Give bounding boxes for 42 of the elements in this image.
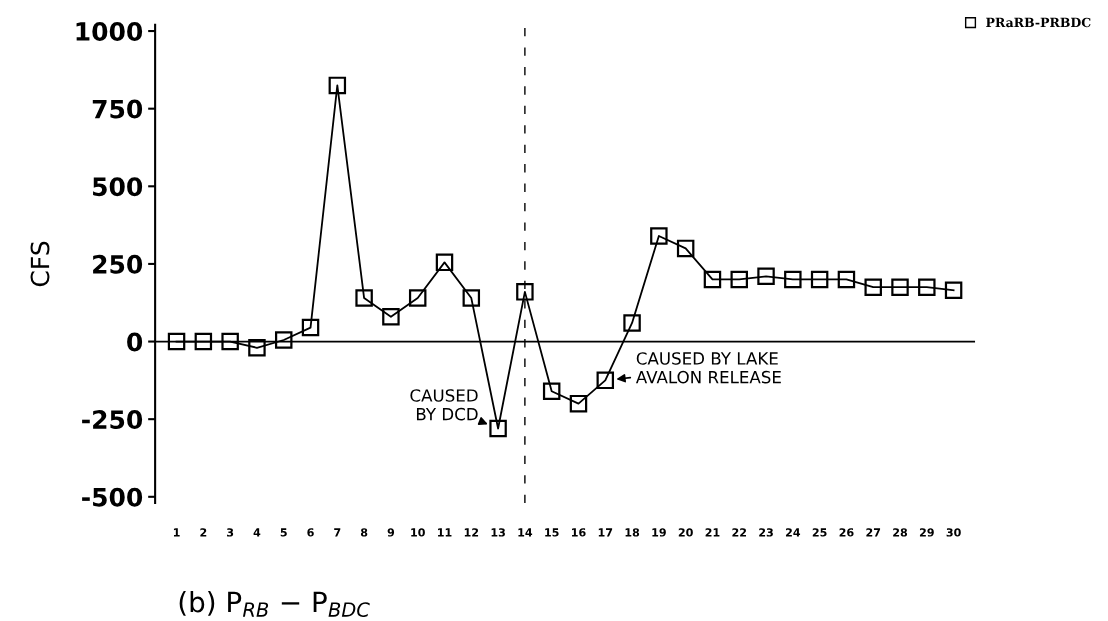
- x-tick-label: 29: [919, 528, 934, 537]
- x-tick-label: 4: [253, 528, 261, 537]
- x-tick-label: 17: [598, 528, 613, 537]
- x-tick-label: 30: [946, 528, 961, 537]
- x-tick-label: 2: [200, 528, 207, 537]
- annotation: CAUSED BY DCD: [410, 389, 478, 421]
- x-tick-label: 13: [491, 528, 505, 537]
- y-tick-label: 0: [127, 332, 143, 352]
- x-tick-label: 8: [360, 528, 368, 537]
- legend-label: PRaRB-PRBDC: [986, 17, 1091, 28]
- x-tick-label: 23: [759, 528, 773, 537]
- x-tick-label: 28: [893, 528, 908, 537]
- y-axis-title: CFS: [30, 241, 50, 287]
- x-tick-label: 3: [227, 528, 234, 537]
- x-tick-label: 5: [280, 528, 287, 537]
- x-tick-label: 12: [464, 528, 479, 537]
- x-tick-label: 18: [625, 528, 640, 537]
- y-tick-label: -500: [82, 487, 143, 507]
- y-tick-label: 500: [93, 177, 143, 197]
- x-tick-label: 7: [334, 528, 341, 537]
- x-tick-label: 20: [678, 528, 693, 537]
- text: (b) P$_{RB}$ − P$_{BDC}$: [179, 591, 370, 617]
- x-tick-label: 19: [652, 528, 666, 537]
- x-tick-label: 26: [839, 528, 854, 537]
- x-tick-label: 24: [785, 528, 801, 537]
- x-tick-label: 11: [438, 528, 452, 537]
- x-tick-label: 10: [411, 528, 425, 537]
- annotation: CAUSED BY LAKE AVALON RELEASE: [635, 352, 781, 384]
- x-tick-label: 6: [307, 528, 314, 537]
- x-tick-label: 25: [812, 528, 827, 537]
- y-tick-label: 750: [92, 99, 143, 119]
- y-tick-label: -250: [82, 410, 143, 430]
- y-tick-label: 1000: [76, 21, 143, 41]
- x-tick-label: 15: [545, 528, 559, 537]
- x-tick-label: 1: [173, 528, 180, 537]
- x-tick-label: 9: [387, 528, 395, 537]
- x-tick-label: 27: [866, 528, 881, 537]
- x-tick-label: 14: [518, 528, 533, 537]
- x-tick-label: 21: [705, 528, 720, 537]
- y-tick-label: 250: [93, 254, 143, 274]
- x-tick-label: 22: [732, 528, 747, 537]
- x-tick-label: 16: [572, 528, 586, 537]
